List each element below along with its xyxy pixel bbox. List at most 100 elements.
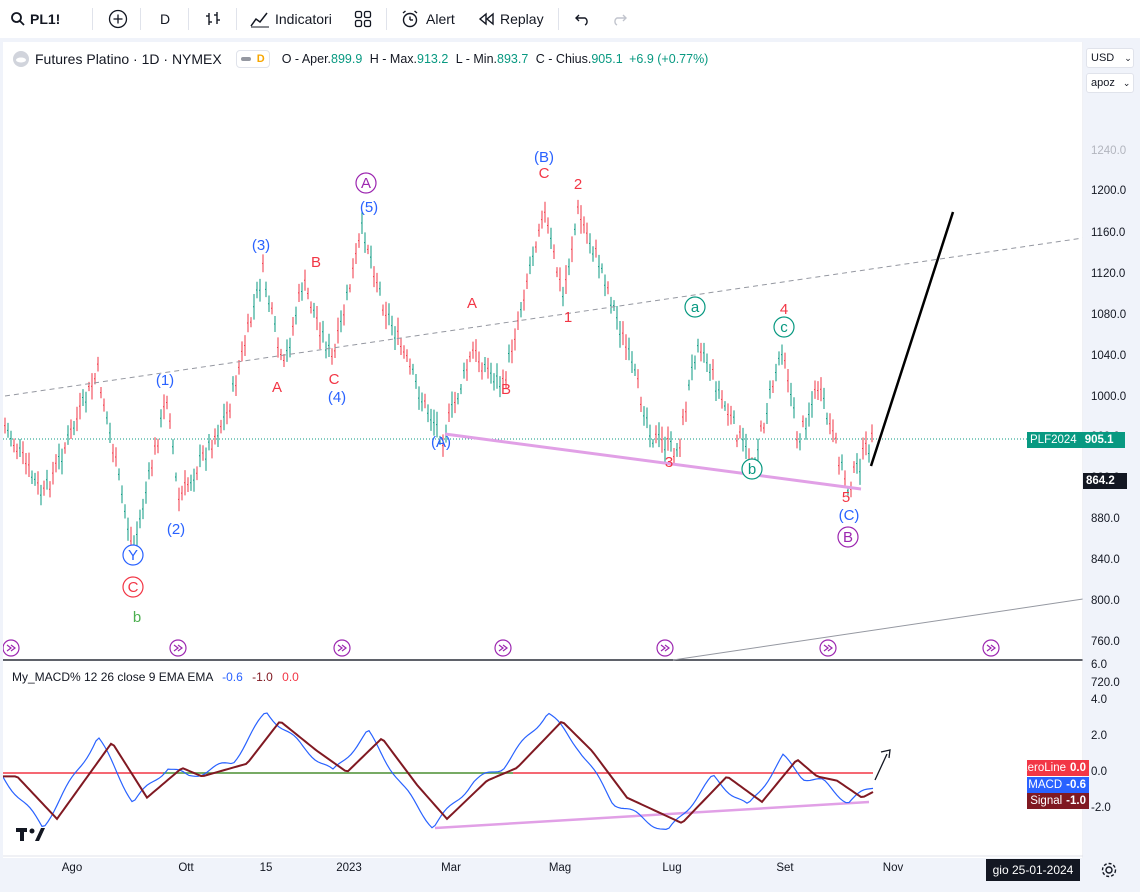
macd-tag-value: -0.6 <box>1066 779 1086 791</box>
alarm-clock-icon <box>402 10 418 28</box>
time-tick-label: 15 <box>259 862 273 874</box>
search-icon <box>11 12 25 26</box>
alert-button[interactable]: Alert <box>400 0 455 38</box>
wave-label-circle <box>355 172 377 194</box>
session-break-icon[interactable] <box>333 639 351 657</box>
macd-pink-trendline <box>434 800 870 830</box>
scale-select[interactable]: apoz ⌄ <box>1086 73 1134 93</box>
add-symbol-icon <box>108 9 128 29</box>
last-price-value: 905.1 <box>1084 434 1114 446</box>
wave-label: Y <box>128 547 138 564</box>
replay-button[interactable]: Replay <box>478 0 544 38</box>
macd-projection-arrow <box>874 749 891 781</box>
macd-tick-label: 4.0 <box>1091 694 1107 706</box>
macd-indicator-name: My_MACD% 12 26 close 9 EMA EMA <box>12 670 213 684</box>
session-break-icon[interactable] <box>656 639 674 657</box>
price-tick-label: 1240.0 <box>1091 145 1127 157</box>
price-tick-label: 840.0 <box>1091 554 1120 566</box>
price-tick-label: 1080.0 <box>1091 309 1127 321</box>
wave-label: (A) <box>431 434 451 451</box>
session-break-icon[interactable] <box>819 639 837 657</box>
wave-label-circle <box>837 526 859 548</box>
time-tick-label: Lug <box>662 862 682 874</box>
undo-icon <box>575 14 588 26</box>
change-value: +6.9 (+0.77%) <box>629 52 709 66</box>
wave-label: (4) <box>328 389 346 406</box>
session-break-icon[interactable] <box>982 639 1000 657</box>
settings-gear-icon[interactable] <box>1100 861 1118 884</box>
wave-label: 1 <box>564 309 572 326</box>
alert-label: Alert <box>426 11 455 27</box>
session-break-icon[interactable] <box>494 639 512 657</box>
macd-tick-label: 2.0 <box>1091 730 1107 742</box>
rewind-icon <box>478 12 494 26</box>
scale-value: apoz <box>1091 77 1115 89</box>
interval-button[interactable]: D <box>160 11 171 27</box>
cursor-price-value: 864.2 <box>1086 475 1115 487</box>
redo-button[interactable] <box>610 0 628 38</box>
session-markers <box>3 639 1000 657</box>
macd-legend[interactable]: My_MACD% 12 26 close 9 EMA EMA -0.6 -1.0… <box>12 670 299 684</box>
layout-grid-icon <box>354 10 372 28</box>
macd-legend-value: -0.6 <box>222 670 243 684</box>
wave-label: A <box>361 175 371 192</box>
wave-label: C <box>539 165 550 182</box>
wave-label: (1) <box>156 372 174 389</box>
wave-label-circle <box>122 576 144 598</box>
tradingview-logo[interactable] <box>16 826 46 847</box>
price-tick-label: 1000.0 <box>1091 391 1127 403</box>
session-break-icon[interactable] <box>3 639 20 657</box>
time-tick-label: Mag <box>548 862 572 874</box>
price-tick-label: 760.0 <box>1091 636 1120 648</box>
time-tick-label: Nov <box>882 862 904 874</box>
pink-support-line <box>444 432 862 491</box>
close-value: 905.1 <box>591 52 623 66</box>
wave-label: (2) <box>167 521 185 538</box>
replay-label: Replay <box>500 11 544 27</box>
symbol-search[interactable]: PL1! <box>10 0 60 38</box>
price-tick-label: 720.0 <box>1091 677 1120 689</box>
wave-label-circle <box>741 458 763 480</box>
upper-dashed-trendline <box>4 237 1083 397</box>
symbol-logo-icon <box>13 51 29 67</box>
indicators-icon <box>250 12 269 28</box>
time-tick-label: 2023 <box>336 862 362 874</box>
price-tick-label: 1120.0 <box>1091 268 1126 280</box>
open-value: 899.9 <box>331 52 363 66</box>
cursor-price-tag: 864.2 <box>1083 473 1127 489</box>
currency-select[interactable]: USD ⌄ <box>1086 48 1134 68</box>
wave-label: B <box>501 381 511 398</box>
wave-label: 2 <box>574 176 582 193</box>
indicators-button[interactable]: Indicatori <box>250 0 332 38</box>
wave-label: C <box>128 579 139 596</box>
symbol-legend[interactable]: Futures Platino · 1D · NYMEX D O - Aper.… <box>12 49 708 69</box>
wave-label: c <box>780 319 788 336</box>
signal-legend-value: -1.0 <box>252 670 273 684</box>
compare-button[interactable] <box>108 0 128 38</box>
wave-label: b <box>133 609 141 626</box>
macd-tag-value: 0.0 <box>1070 762 1086 774</box>
market-status-badge: D <box>235 50 270 68</box>
macd-tag-key: Signal <box>1030 795 1063 807</box>
open-label: O - Aper. <box>281 52 332 66</box>
wave-label: B <box>843 529 853 546</box>
macd-tick-label: 0.0 <box>1091 766 1107 778</box>
chart-area[interactable]: (3) B A (5) (B) C 2 A 1 a 4 c (1) A C (4) B (A) 3 b 5 (C) B (2)… <box>3 42 1083 858</box>
low-value: 893.7 <box>497 52 529 66</box>
session-break-icon[interactable] <box>169 639 187 657</box>
signal-line <box>3 721 874 824</box>
chart-type-button[interactable] <box>204 0 222 38</box>
macd-tag-key: ZeroLine <box>1020 762 1066 774</box>
price-tick-label: 1040.0 <box>1091 350 1127 362</box>
wave-label: b <box>748 461 756 478</box>
macd-value-tag: Signal -1.0 <box>1027 793 1089 809</box>
templates-button[interactable] <box>354 0 372 38</box>
undo-button[interactable] <box>574 0 592 38</box>
wave-label-circle <box>684 296 706 318</box>
wave-label: B <box>311 254 321 271</box>
price-tick-label: 1200.0 <box>1091 185 1127 197</box>
time-tick-label: Mar <box>441 862 461 874</box>
wave-label: C <box>329 371 340 388</box>
